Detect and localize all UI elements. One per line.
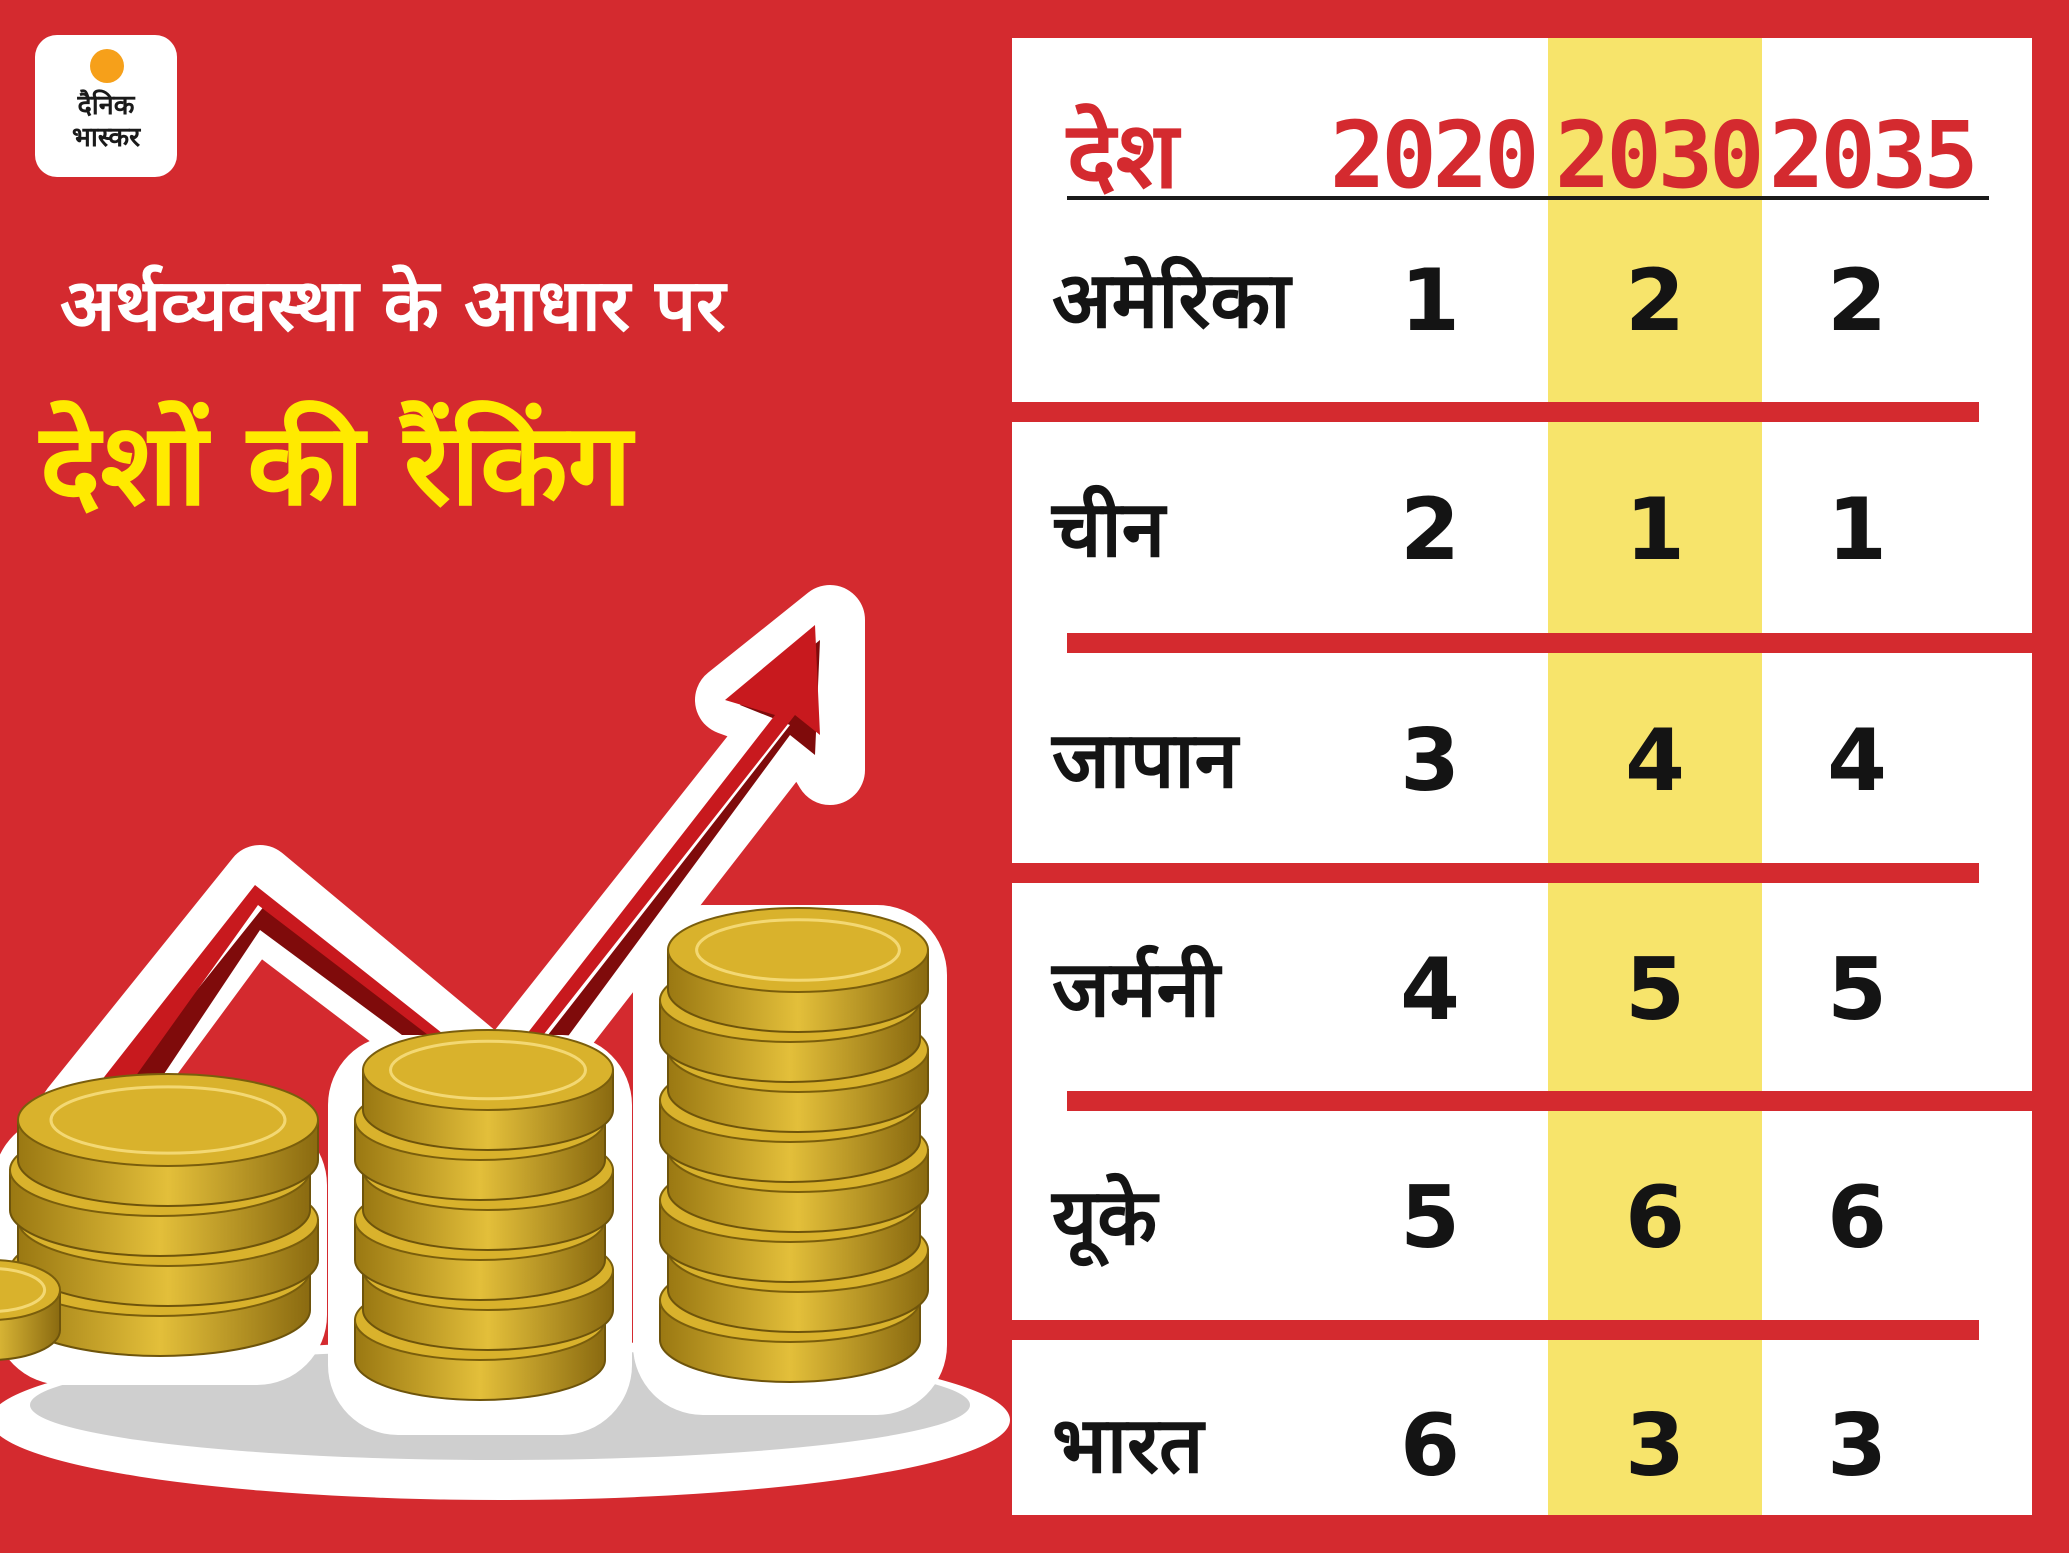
header-2020: 2020 (1330, 102, 1540, 209)
header-country: देश (1067, 102, 1179, 209)
country-name: चीन (1052, 485, 1166, 575)
rank-2030: 5 (1625, 940, 1685, 1040)
headline-line-2: देशों की रैंकिंग (40, 398, 632, 531)
growth-illustration (0, 585, 1010, 1500)
rank-2035: 1 (1827, 480, 1887, 580)
country-name: जापान (1052, 716, 1238, 806)
sun-icon (90, 49, 124, 83)
rank-2030: 3 (1625, 1396, 1685, 1496)
coin-stacks-icon (0, 905, 947, 1435)
row-divider (1067, 633, 2032, 653)
header-divider (1067, 196, 1989, 200)
highlight-column-2030 (1548, 38, 1762, 1515)
coin (667, 907, 929, 1033)
logo-line-2: भास्कर (71, 122, 141, 153)
rank-2020: 1 (1400, 251, 1460, 351)
country-name: जर्मनी (1052, 945, 1221, 1035)
rank-2020: 4 (1400, 940, 1460, 1040)
rank-2030: 4 (1625, 711, 1685, 811)
dainik-bhaskar-logo: दैनिक भास्कर (35, 35, 177, 177)
coin (0, 1259, 61, 1361)
rank-2020: 6 (1400, 1396, 1460, 1496)
header-2030: 2030 (1555, 102, 1765, 209)
row-divider (1012, 402, 1979, 422)
row-divider (1012, 863, 1979, 883)
rank-2035: 2 (1827, 251, 1887, 351)
rank-2035: 3 (1827, 1396, 1887, 1496)
logo-line-1: दैनिक (77, 90, 135, 121)
country-name: भारत (1052, 1401, 1204, 1491)
coin (362, 1029, 614, 1151)
coin (17, 1073, 319, 1207)
rank-2020: 3 (1400, 711, 1460, 811)
country-name: यूके (1052, 1173, 1158, 1263)
row-divider (1012, 1320, 1979, 1340)
rank-2035: 5 (1827, 940, 1887, 1040)
rank-2030: 2 (1625, 251, 1685, 351)
rank-2030: 1 (1625, 480, 1685, 580)
rank-2020: 2 (1400, 480, 1460, 580)
rank-2030: 6 (1625, 1168, 1685, 1268)
rank-2035: 4 (1827, 711, 1887, 811)
rank-2035: 6 (1827, 1168, 1887, 1268)
row-divider (1067, 1091, 2032, 1111)
rank-2020: 5 (1400, 1168, 1460, 1268)
headline-line-1: अर्थव्यवस्था के आधार पर (60, 263, 726, 347)
country-name: अमेरिका (1052, 256, 1291, 346)
header-2035: 2035 (1769, 102, 1979, 209)
ranking-table: देश 2020 2030 2035 अमेरिका 1 2 2 चीन 2 1… (1012, 38, 2032, 1515)
